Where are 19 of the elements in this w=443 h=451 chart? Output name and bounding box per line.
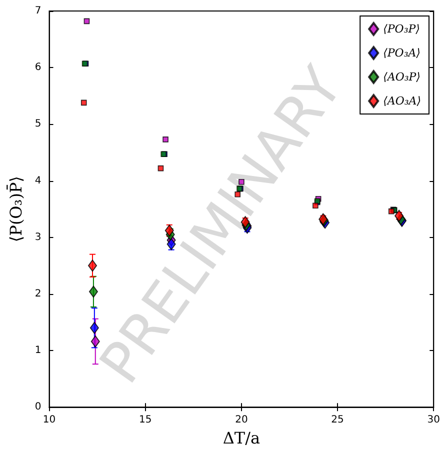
y-axis-title: ⟨P(O₃)P̄⟩ xyxy=(6,176,26,242)
x-tick-label: 15 xyxy=(138,414,152,426)
legend-label: ⟨PO₃A⟩ xyxy=(383,46,420,60)
y-tick-label: 7 xyxy=(34,6,42,16)
y-tick-label: 2 xyxy=(34,288,42,300)
legend-label: ⟨AO₃P⟩ xyxy=(383,70,420,84)
x-axis-title: ΔT/a xyxy=(222,428,260,448)
x-tick-label: 25 xyxy=(331,414,344,426)
legend-label: ⟨PO₃P⟩ xyxy=(383,22,420,36)
y-tick-label: 0 xyxy=(34,402,42,413)
x-tick-label: 20 xyxy=(235,414,248,426)
y-tick-label: 3 xyxy=(34,232,42,243)
x-tick-label: 10 xyxy=(42,414,56,426)
y-tick-label: 4 xyxy=(34,175,42,186)
x-tick-label: 30 xyxy=(427,414,440,426)
y-tick-label: 6 xyxy=(34,62,42,74)
y-tick-label: 1 xyxy=(34,345,42,356)
legend-label: ⟨AO₃A⟩ xyxy=(383,94,422,108)
y-tick-label: 5 xyxy=(34,118,42,130)
